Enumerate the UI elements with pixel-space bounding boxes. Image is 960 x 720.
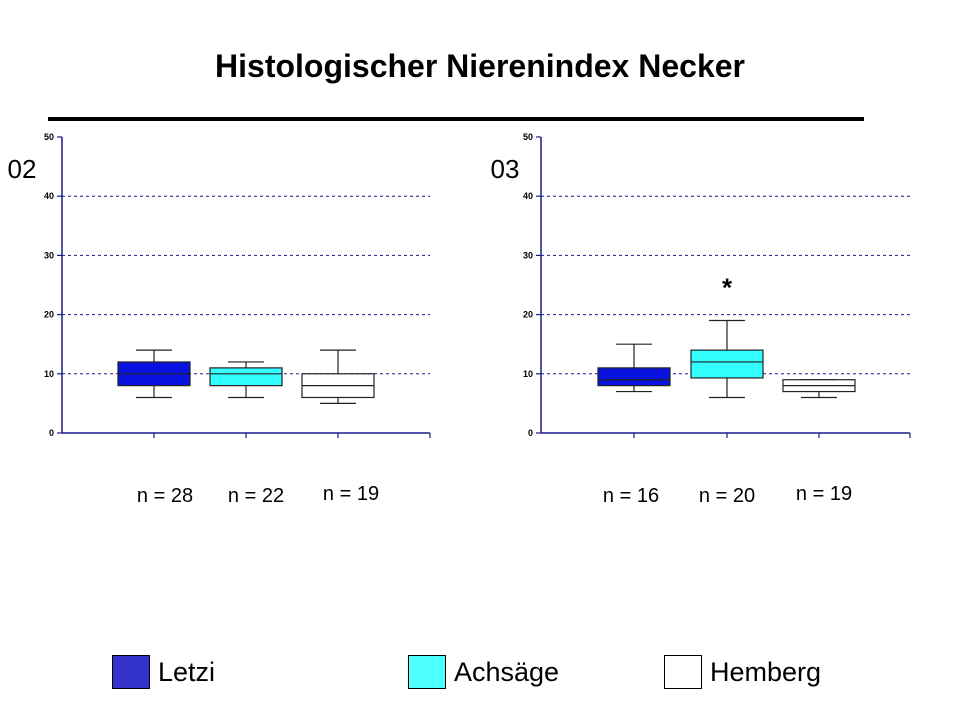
n-label: n = 20 xyxy=(699,485,755,507)
n-label: n = 16 xyxy=(603,485,659,507)
y-tick-label: 40 xyxy=(44,191,54,201)
box-achsäge xyxy=(690,349,764,379)
n-label: n = 28 xyxy=(137,485,193,507)
y-tick-label: 50 xyxy=(44,132,54,142)
y-tick-label: 50 xyxy=(523,132,533,142)
y-tick-label: 0 xyxy=(49,428,54,438)
n-label: n = 22 xyxy=(228,485,284,507)
legend-item-letzi: Letzi xyxy=(112,654,215,690)
y-tick-label: 0 xyxy=(528,428,533,438)
legend-label-achsaege: Achsäge xyxy=(454,656,560,687)
legend-swatch-letzi xyxy=(112,655,150,689)
y-tick-label: 20 xyxy=(523,310,533,320)
legend-swatch-hemberg xyxy=(664,655,702,689)
legend-label-hemberg: Hemberg xyxy=(710,656,822,687)
panel-label: 02 xyxy=(8,154,37,184)
chart-title: Histologischer Nierenindex Necker xyxy=(215,48,745,84)
y-tick-label: 40 xyxy=(523,191,533,201)
box-letzi xyxy=(597,367,671,387)
y-tick-label: 30 xyxy=(523,250,533,260)
legend-swatch-achsaege xyxy=(408,655,446,689)
legend-item-achsaege: Achsäge xyxy=(408,654,559,690)
title-underline xyxy=(48,117,864,121)
n-label: n = 19 xyxy=(323,483,379,505)
y-tick-label: 20 xyxy=(44,310,54,320)
y-tick-label: 10 xyxy=(44,369,54,379)
significance-asterisk: * xyxy=(722,273,733,303)
y-tick-label: 10 xyxy=(523,369,533,379)
panel-label: 03 xyxy=(491,154,520,184)
y-tick-label: 30 xyxy=(44,250,54,260)
legend-item-hemberg: Hemberg xyxy=(664,654,821,690)
n-label: n = 19 xyxy=(796,483,852,505)
box-achsäge xyxy=(209,367,283,387)
legend-label-letzi: Letzi xyxy=(158,656,216,687)
